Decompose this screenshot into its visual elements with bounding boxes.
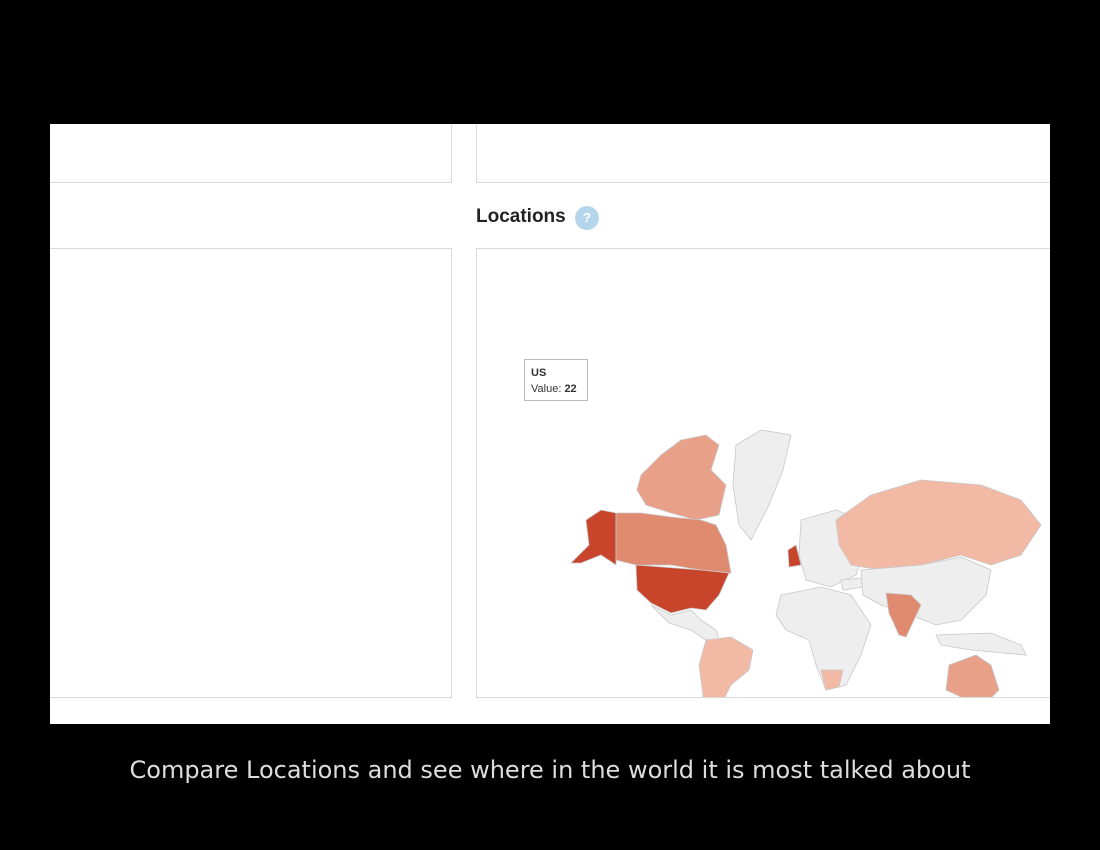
tooltip-country: US: [531, 367, 547, 379]
caption: Compare Locations and see where in the w…: [129, 756, 971, 784]
map-card-left: [50, 248, 452, 698]
tooltip-value: 22: [564, 383, 577, 395]
world-map-right: [570, 429, 1042, 697]
world-map: [570, 429, 1042, 697]
tooltip: US Value: 22: [524, 359, 588, 401]
tooltip-label: Value:: [531, 383, 562, 395]
world-map-left: [50, 249, 452, 698]
map-card-right: [476, 248, 1050, 698]
section-title: Locations: [476, 206, 566, 227]
tooltip-row: Value: 22: [531, 381, 581, 397]
top-right-card: [476, 124, 1050, 183]
dashboard-panel: Locations ?: [50, 124, 1050, 724]
top-left-card: [50, 124, 452, 183]
help-icon[interactable]: ?: [575, 206, 599, 230]
